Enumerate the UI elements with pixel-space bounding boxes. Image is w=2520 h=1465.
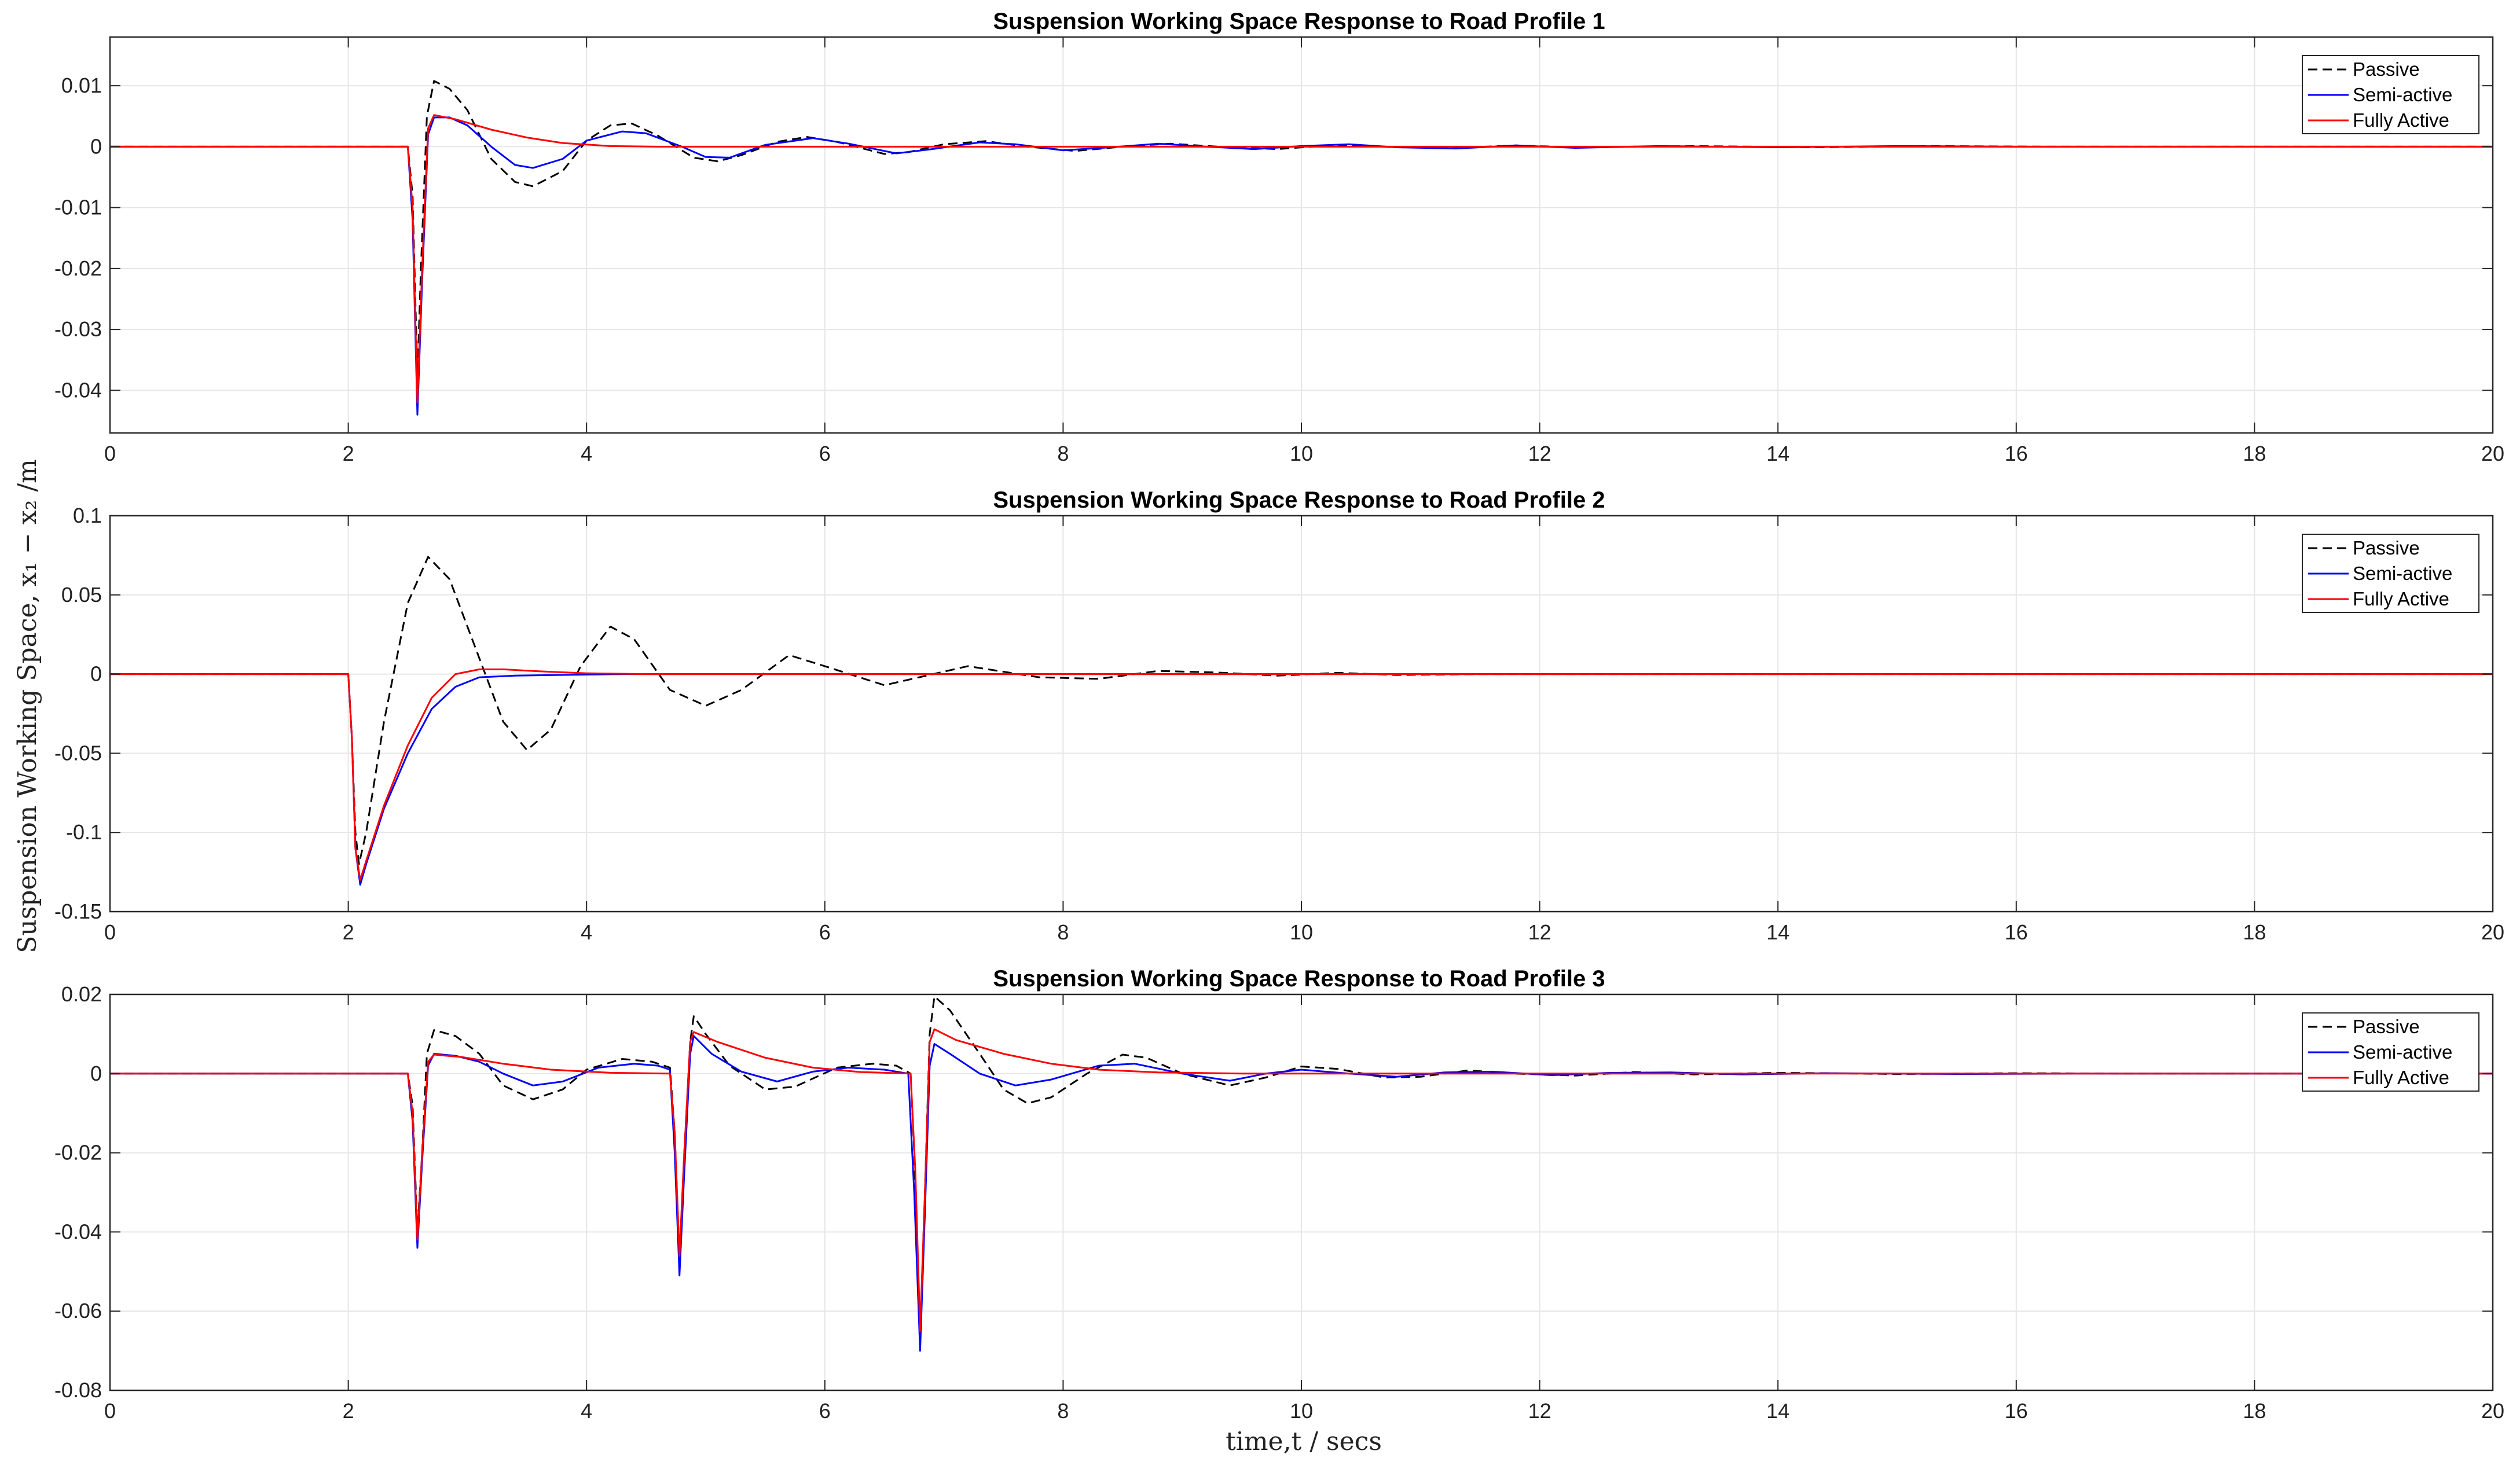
x-axis-label: time,t / secs <box>1226 1427 1382 1456</box>
subplot-1-title: Suspension Working Space Response to Roa… <box>993 9 1605 34</box>
subplot-3-x-tick-label: 16 <box>2005 1399 2028 1423</box>
subplot-3-y-tick-label: -0.02 <box>54 1141 102 1165</box>
subplot-2-series-group <box>110 556 2493 886</box>
subplot-1-x-tick-label: 2 <box>343 442 354 465</box>
subplot-1-legend: Passive Semi-active Fully Active <box>2302 55 2479 134</box>
subplot-2-x-tick-label: 18 <box>2243 920 2266 944</box>
subplot-2-y-tick-label: 0 <box>90 662 102 686</box>
subplot-3-y-tick-label: 0 <box>90 1062 102 1085</box>
subplot-1-x-tick-label: 20 <box>2481 442 2504 465</box>
subplot-3-series-group <box>110 995 2493 1352</box>
subplot-2-y-tick-label: 0.1 <box>73 504 102 527</box>
subplot-2-x-tick-label: 4 <box>581 920 592 944</box>
subplot-3-legend-label: Semi-active <box>2353 1041 2452 1063</box>
subplot-2-y-tick-label: -0.15 <box>54 899 102 923</box>
subplot-3-x-tick-label: 10 <box>1290 1399 1313 1423</box>
subplot-3-x-tick-label: 8 <box>1057 1399 1069 1423</box>
subplot-2: Suspension Working Space Response to Roa… <box>54 487 2504 944</box>
subplot-3-series-fully-active <box>110 1028 2493 1332</box>
subplot-1-y-tick-label: -0.01 <box>54 196 102 219</box>
subplot-1-x-tick-label: 16 <box>2005 442 2028 465</box>
subplot-3-title: Suspension Working Space Response to Roa… <box>993 966 1605 992</box>
subplot-1-x-tick-label: 18 <box>2243 442 2266 465</box>
subplot-1-y-tick-label: 0.01 <box>61 74 102 97</box>
subplot-3-y-tick-label: -0.06 <box>54 1299 102 1323</box>
subplot-1-x-tick-label: 8 <box>1057 442 1069 465</box>
subplot-3-x-tick-label: 4 <box>581 1399 592 1423</box>
subplot-3-x-tick-label: 18 <box>2243 1399 2266 1423</box>
subplot-2-x-tick-label: 10 <box>1290 920 1313 944</box>
subplot-2-x-tick-label: 0 <box>104 920 116 944</box>
subplot-1-x-tick-label: 12 <box>1528 442 1551 465</box>
subplot-2-x-tick-label: 16 <box>2005 920 2028 944</box>
subplot-2-y-tick-label: -0.05 <box>54 741 102 765</box>
subplot-3: Suspension Working Space Response to Roa… <box>54 966 2504 1423</box>
subplot-2-legend-label: Semi-active <box>2353 563 2452 584</box>
subplot-2-x-tick-label: 8 <box>1057 920 1069 944</box>
subplot-2-legend: Passive Semi-active Fully Active <box>2302 534 2479 613</box>
subplot-1-x-tick-label: 6 <box>819 442 831 465</box>
subplot-3-x-tick-label: 0 <box>104 1399 116 1423</box>
subplot-3-legend-label: Passive <box>2353 1016 2420 1037</box>
subplot-2-legend-label: Fully Active <box>2353 588 2449 610</box>
subplot-1-x-tick-label: 0 <box>104 442 116 465</box>
subplot-1-x-tick-label: 4 <box>581 442 592 465</box>
subplot-1-series-group <box>110 80 2493 416</box>
subplot-3-y-tick-label: 0.02 <box>61 982 102 1006</box>
subplot-1-y-tick-label: -0.03 <box>54 317 102 341</box>
subplot-3-series-passive <box>110 995 2493 1336</box>
subplot-3-x-tick-label: 12 <box>1528 1399 1551 1423</box>
subplot-3-x-tick-label: 14 <box>1766 1399 1789 1423</box>
subplot-3-x-tick-label: 2 <box>343 1399 354 1423</box>
subplot-1-y-tick-label: 0 <box>90 134 102 158</box>
subplot-1-x-tick-label: 14 <box>1766 442 1789 465</box>
subplot-3-y-tick-label: -0.04 <box>54 1220 102 1243</box>
subplot-2-x-tick-label: 6 <box>819 920 831 944</box>
subplot-2-x-tick-label: 20 <box>2481 920 2504 944</box>
subplot-3-legend: Passive Semi-active Fully Active <box>2302 1012 2479 1092</box>
subplot-2-series-passive <box>110 556 2493 865</box>
subplot-2-title: Suspension Working Space Response to Roa… <box>993 487 1605 513</box>
subplot-2-x-tick-label: 14 <box>1766 920 1789 944</box>
subplot-2-x-tick-label: 12 <box>1528 920 1551 944</box>
y-axis-label: Suspension Working Space, x₁ − x₂ /m <box>13 459 42 953</box>
subplot-3-y-tick-label: -0.08 <box>54 1378 102 1402</box>
subplot-1-legend-label: Passive <box>2353 58 2420 80</box>
subplot-1-y-tick-label: -0.02 <box>54 256 102 280</box>
subplot-1-series-fully-active <box>110 114 2493 403</box>
subplot-2-y-tick-label: 0.05 <box>61 583 102 607</box>
subplot-1-y-tick-label: -0.04 <box>54 378 102 402</box>
subplot-2-x-tick-label: 2 <box>343 920 354 944</box>
subplot-2-legend-label: Passive <box>2353 537 2420 559</box>
subplot-3-x-tick-label: 20 <box>2481 1399 2504 1423</box>
subplot-3-legend-label: Fully Active <box>2353 1067 2449 1088</box>
subplot-2-y-tick-label: -0.1 <box>66 820 102 844</box>
subplot-3-x-tick-label: 6 <box>819 1399 831 1423</box>
subplot-2-series-fully-active <box>110 668 2493 881</box>
subplot-1-legend-label: Fully Active <box>2353 109 2449 131</box>
subplot-1-legend-label: Semi-active <box>2353 84 2452 105</box>
subplot-1-x-tick-label: 10 <box>1290 442 1313 465</box>
subplot-1: Suspension Working Space Response to Roa… <box>54 9 2504 465</box>
